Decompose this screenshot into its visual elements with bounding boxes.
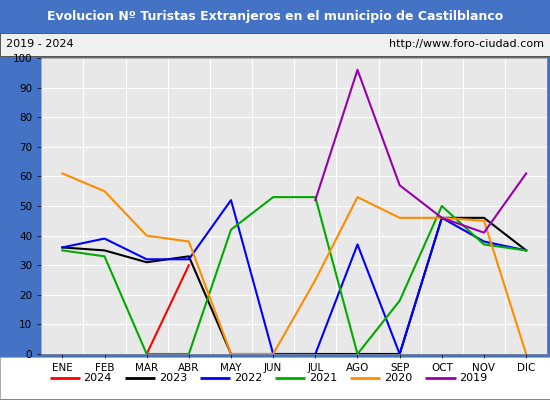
Text: 2021: 2021 [309, 373, 337, 383]
Text: Evolucion Nº Turistas Extranjeros en el municipio de Castilblanco: Evolucion Nº Turistas Extranjeros en el … [47, 10, 503, 23]
Text: http://www.foro-ciudad.com: http://www.foro-ciudad.com [389, 39, 544, 49]
Text: 2024: 2024 [84, 373, 112, 383]
Text: 2019 - 2024: 2019 - 2024 [6, 39, 73, 49]
Text: 2023: 2023 [159, 373, 187, 383]
Text: 2019: 2019 [459, 373, 488, 383]
Text: 2020: 2020 [384, 373, 412, 383]
Text: 2022: 2022 [234, 373, 262, 383]
